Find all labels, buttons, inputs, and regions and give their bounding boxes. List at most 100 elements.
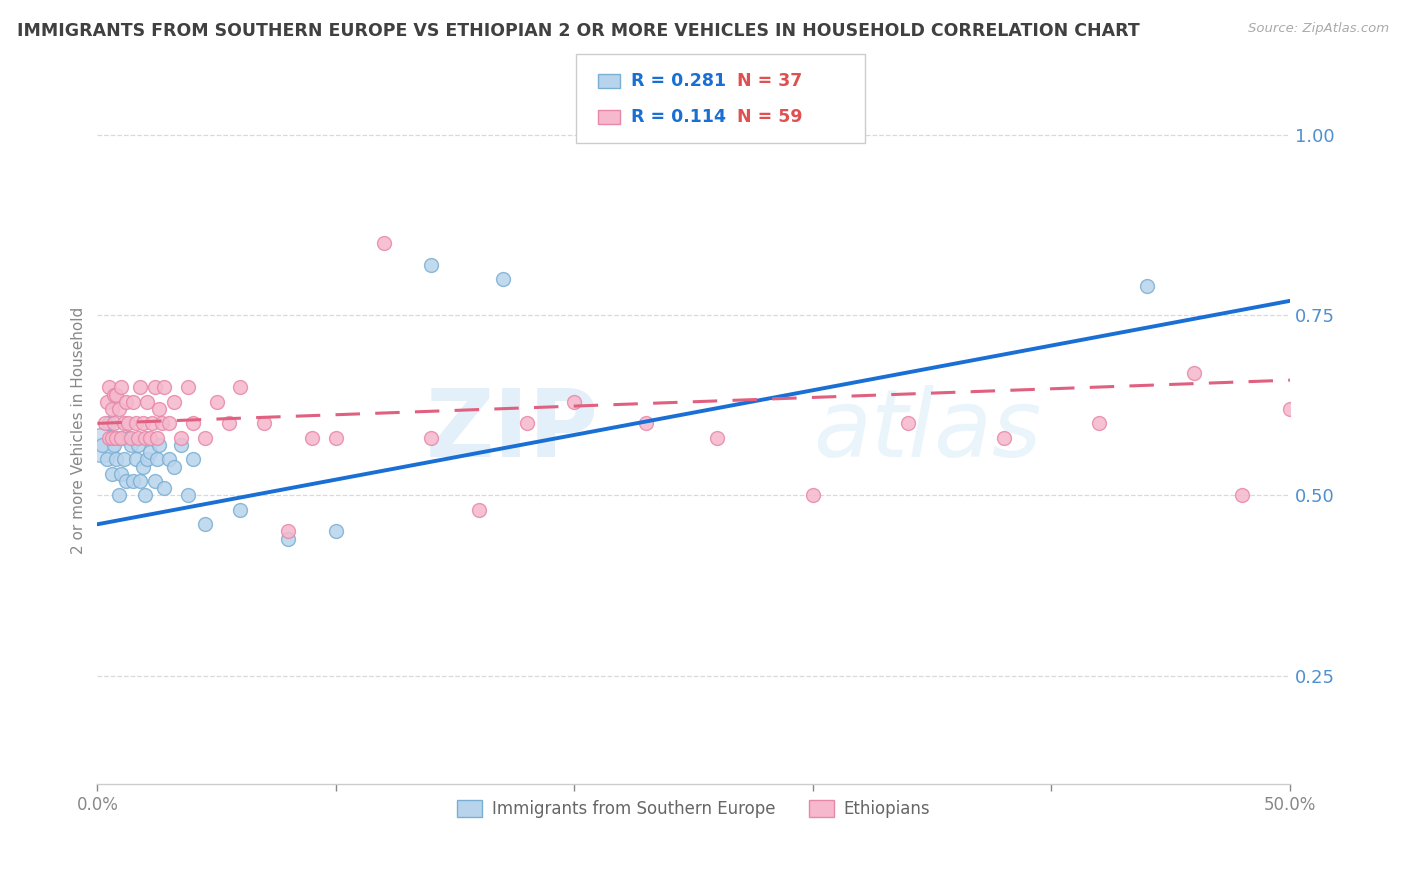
Point (136, 394, 159, 409)
Point (157, 417, 180, 431)
Point (108, 401, 131, 416)
Point (1278, 401, 1301, 416)
Point (134, 431, 156, 445)
Point (112, 452, 135, 467)
Text: IMMIGRANTS FROM SOUTHERN EUROPE VS ETHIOPIAN 2 OR MORE VEHICLES IN HOUSEHOLD COR: IMMIGRANTS FROM SOUTHERN EUROPE VS ETHIO… (17, 22, 1140, 40)
Point (124, 417, 146, 431)
Point (98, 431, 121, 445)
Point (205, 394, 228, 409)
Point (150, 417, 173, 431)
Point (110, 431, 132, 445)
Point (122, 474, 145, 488)
Point (993, 431, 1015, 445)
Point (127, 438, 149, 452)
Point (634, 417, 657, 431)
Point (112, 417, 135, 431)
Point (141, 417, 163, 431)
Point (194, 431, 217, 445)
Point (492, 272, 515, 286)
Point (146, 452, 169, 467)
Point (96, 452, 118, 467)
Point (170, 438, 193, 452)
Point (301, 431, 323, 445)
Point (143, 474, 166, 488)
Point (131, 459, 153, 474)
Point (120, 431, 142, 445)
Point (801, 488, 824, 502)
Point (1326, 438, 1348, 452)
Point (146, 431, 169, 445)
Text: R = 0.281: R = 0.281 (631, 72, 727, 90)
Point (1184, 366, 1206, 380)
Point (110, 431, 132, 445)
Point (897, 417, 920, 431)
Text: N = 59: N = 59 (737, 108, 803, 126)
Point (93, 417, 115, 431)
Point (105, 387, 128, 401)
Point (124, 452, 146, 467)
Point (153, 481, 176, 495)
Point (516, 417, 538, 431)
Point (117, 431, 139, 445)
Point (108, 488, 131, 502)
Y-axis label: 2 or more Vehicles in Household: 2 or more Vehicles in Household (72, 307, 86, 554)
Point (117, 417, 139, 431)
Point (277, 524, 299, 539)
Point (157, 452, 180, 467)
Point (98, 380, 121, 394)
Point (170, 431, 193, 445)
Point (163, 394, 186, 409)
Point (163, 459, 186, 474)
Point (131, 417, 153, 431)
Point (103, 387, 125, 401)
Point (103, 438, 125, 452)
Point (110, 467, 132, 481)
Text: R = 0.114: R = 0.114 (631, 108, 727, 126)
Point (468, 503, 491, 517)
Point (127, 431, 149, 445)
Point (1136, 279, 1159, 293)
Point (98, 417, 121, 431)
Point (115, 474, 138, 488)
Point (153, 380, 176, 394)
Point (136, 452, 159, 467)
Point (91, 438, 114, 452)
Point (1088, 417, 1111, 431)
Point (277, 532, 299, 546)
Point (420, 431, 443, 445)
Point (129, 474, 152, 488)
Text: Source: ZipAtlas.com: Source: ZipAtlas.com (1249, 22, 1389, 36)
Point (1230, 488, 1253, 502)
Point (100, 431, 122, 445)
Point (181, 452, 204, 467)
Point (110, 380, 132, 394)
Point (177, 488, 200, 502)
Point (143, 380, 166, 394)
Point (105, 431, 128, 445)
Point (129, 380, 152, 394)
Point (120, 438, 142, 452)
Point (177, 380, 200, 394)
Point (91, 438, 114, 452)
Point (229, 380, 252, 394)
Text: atlas: atlas (813, 385, 1040, 476)
Point (706, 431, 728, 445)
Point (325, 431, 347, 445)
Point (373, 236, 395, 251)
Point (564, 394, 586, 409)
Point (100, 401, 122, 416)
Point (181, 417, 204, 431)
Point (96, 394, 118, 409)
Legend: Immigrants from Southern Europe, Ethiopians: Immigrants from Southern Europe, Ethiopi… (450, 793, 936, 825)
Point (253, 417, 276, 431)
Point (325, 524, 347, 539)
Point (420, 258, 443, 272)
Point (122, 394, 145, 409)
Point (115, 394, 138, 409)
Point (105, 452, 128, 467)
Text: ZIP: ZIP (426, 384, 598, 476)
Point (148, 401, 170, 416)
Point (229, 503, 252, 517)
Point (194, 517, 217, 532)
Point (148, 438, 170, 452)
